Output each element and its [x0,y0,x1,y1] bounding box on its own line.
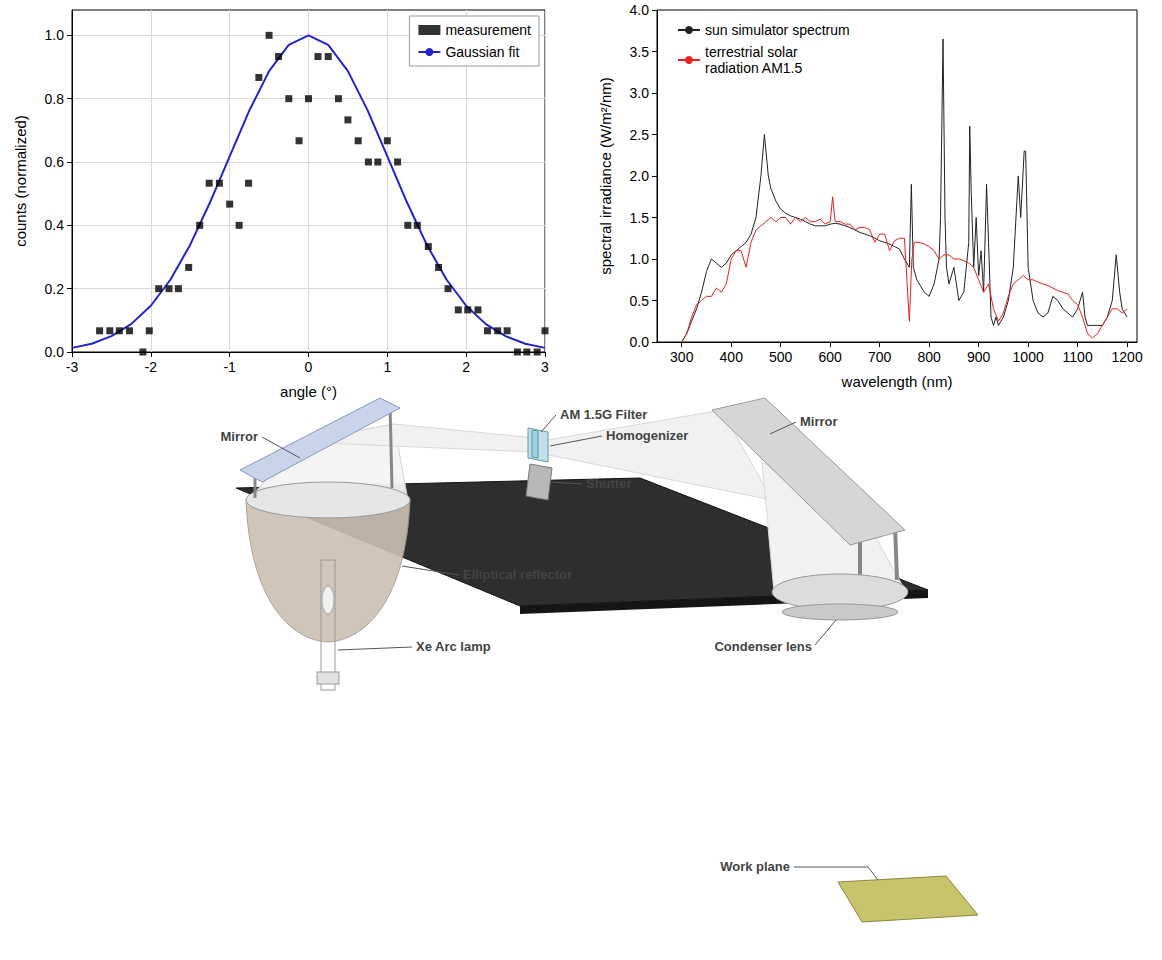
svg-text:2: 2 [462,359,470,375]
svg-text:2.0: 2.0 [630,168,650,184]
svg-text:2.5: 2.5 [630,127,650,143]
svg-text:900: 900 [967,349,991,365]
svg-text:radiation AM1.5: radiation AM1.5 [705,60,802,76]
svg-text:AM 1.5G Filter: AM 1.5G Filter [560,407,647,422]
svg-text:1000: 1000 [1013,349,1044,365]
svg-text:0.0: 0.0 [630,334,650,350]
svg-text:800: 800 [917,349,941,365]
svg-text:counts (normalized): counts (normalized) [12,115,29,247]
svg-text:0.8: 0.8 [45,91,65,107]
svg-text:1: 1 [383,359,391,375]
svg-text:1.0: 1.0 [45,27,65,43]
svg-text:4.0: 4.0 [630,2,650,18]
svg-text:wavelength (nm): wavelength (nm) [841,373,953,390]
svg-text:-3: -3 [66,359,79,375]
svg-text:Mirror: Mirror [220,429,258,444]
svg-text:Work plane: Work plane [720,859,790,874]
svg-text:0.0: 0.0 [45,344,65,360]
svg-text:1200: 1200 [1112,349,1143,365]
svg-text:Elliptical reflector: Elliptical reflector [463,567,572,582]
svg-text:0.5: 0.5 [630,293,650,309]
svg-text:-2: -2 [145,359,158,375]
svg-text:3.0: 3.0 [630,85,650,101]
svg-text:Gaussian fit: Gaussian fit [445,44,519,60]
svg-text:-1: -1 [223,359,236,375]
svg-text:0.4: 0.4 [45,217,65,233]
svg-text:0.6: 0.6 [45,154,65,170]
svg-text:400: 400 [720,349,744,365]
svg-text:1.5: 1.5 [630,210,650,226]
svg-text:3.5: 3.5 [630,44,650,60]
svg-text:700: 700 [868,349,892,365]
svg-text:terrestrial solar: terrestrial solar [705,44,798,60]
svg-text:Condenser lens: Condenser lens [714,639,812,654]
svg-text:600: 600 [819,349,843,365]
svg-text:Xe Arc lamp: Xe Arc lamp [416,639,491,654]
svg-text:3: 3 [541,359,549,375]
svg-text:sun simulator spectrum: sun simulator spectrum [705,22,850,38]
svg-text:spectral irradiance (W/m²/nm): spectral irradiance (W/m²/nm) [597,77,614,275]
svg-text:1100: 1100 [1063,349,1093,365]
svg-text:0: 0 [305,359,313,375]
svg-text:Mirror: Mirror [800,414,838,429]
svg-text:0.2: 0.2 [45,281,65,297]
svg-text:500: 500 [769,349,793,365]
svg-text:measurement: measurement [445,22,531,38]
svg-text:300: 300 [670,349,694,365]
svg-text:Homogenizer: Homogenizer [606,428,688,443]
svg-text:1.0: 1.0 [630,251,650,267]
svg-text:Shutter: Shutter [586,476,632,491]
svg-text:angle (°): angle (°) [280,383,337,400]
